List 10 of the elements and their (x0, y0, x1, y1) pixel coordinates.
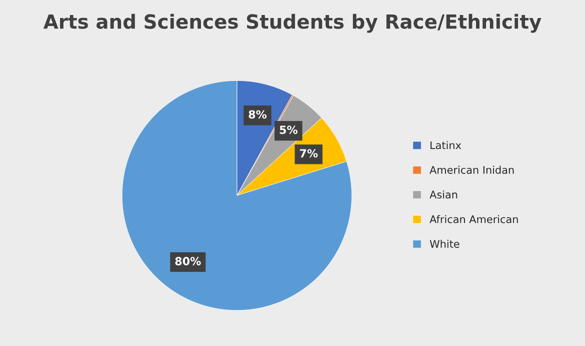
data-label: 80% (175, 256, 201, 266)
data-label: 5% (280, 126, 298, 134)
legend-label: African American (430, 215, 518, 224)
data-label: 7% (300, 149, 318, 158)
legend-label: White (430, 240, 460, 248)
legend-label: Latinx (430, 141, 462, 150)
data-label: 8% (248, 110, 267, 119)
legend-label: American Inidan (430, 166, 514, 174)
legend-label: Asian (430, 190, 458, 199)
chart-title: Arts and Sciences Students by Race/Ethnicity (43, 14, 542, 33)
